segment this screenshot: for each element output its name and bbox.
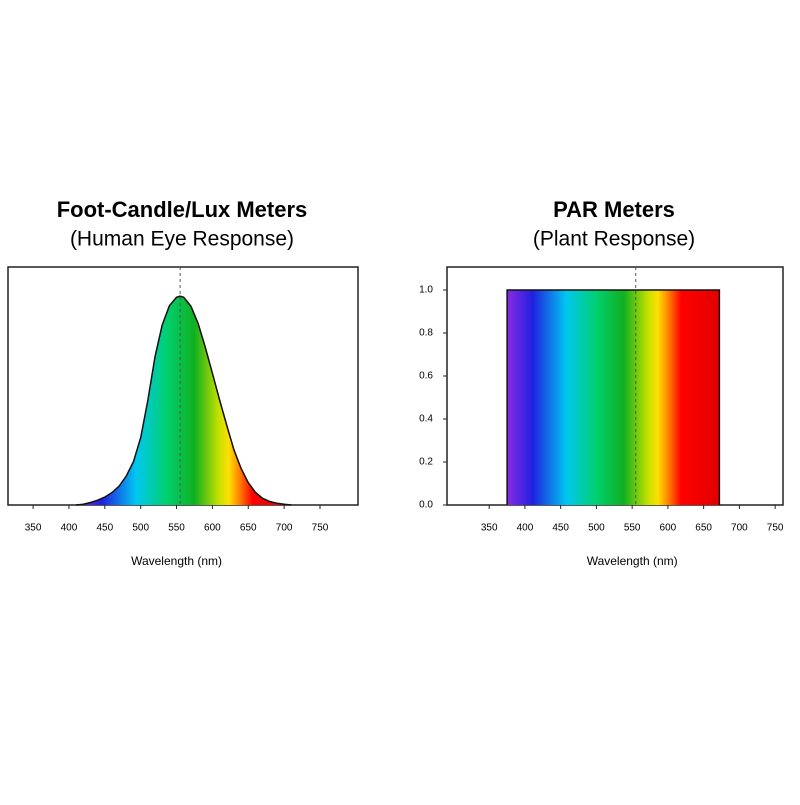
chart-title: PAR Meters xyxy=(553,197,675,222)
x-tick-label: 550 xyxy=(624,523,641,534)
x-tick-label: 400 xyxy=(517,523,534,534)
y-tick-label: 0.4 xyxy=(419,414,433,425)
x-tick-label: 650 xyxy=(240,523,257,534)
chart-title: Foot-Candle/Lux Meters xyxy=(57,197,308,222)
x-tick-label: 350 xyxy=(25,523,42,534)
x-tick-label: 550 xyxy=(168,523,185,534)
x-tick-label: 750 xyxy=(312,523,329,534)
x-axis-label: Wavelength (nm) xyxy=(587,554,678,568)
x-tick-label: 500 xyxy=(132,523,149,534)
x-tick-label: 450 xyxy=(96,523,113,534)
x-tick-label: 700 xyxy=(731,523,748,534)
x-tick-label: 600 xyxy=(204,523,221,534)
x-tick-label: 650 xyxy=(695,523,712,534)
y-tick-label: 0.0 xyxy=(419,500,433,511)
chart-subtitle: (Human Eye Response) xyxy=(70,228,294,251)
y-tick-label: 0.8 xyxy=(419,328,433,339)
x-tick-label: 750 xyxy=(767,523,784,534)
y-tick-label: 1.0 xyxy=(419,285,433,296)
x-tick-label: 400 xyxy=(61,523,78,534)
response-area xyxy=(76,295,292,506)
x-axis-label: Wavelength (nm) xyxy=(131,554,222,568)
y-tick-label: 0.2 xyxy=(419,457,433,468)
x-tick-label: 700 xyxy=(276,523,293,534)
x-tick-label: 350 xyxy=(481,523,498,534)
x-tick-label: 600 xyxy=(660,523,677,534)
chart-subtitle: (Plant Response) xyxy=(533,228,695,251)
x-tick-label: 450 xyxy=(552,523,569,534)
x-tick-label: 500 xyxy=(588,523,605,534)
y-tick-label: 0.6 xyxy=(419,371,433,382)
response-area xyxy=(506,289,721,505)
